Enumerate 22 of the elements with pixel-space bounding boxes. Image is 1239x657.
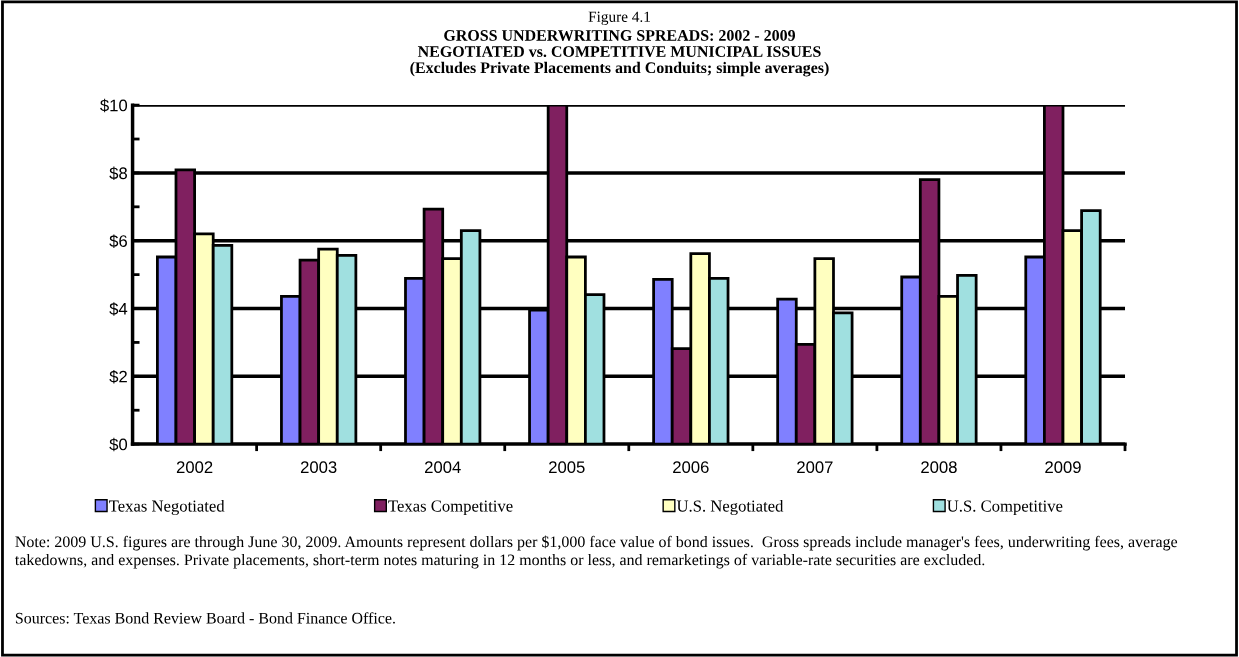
source-note: Sources: Texas Bond Review Board - Bond Finance Office. <box>15 612 395 624</box>
x-tick-label: 2004 <box>425 461 461 474</box>
y-tick-label: $4 <box>109 302 128 316</box>
x-tick-label: 2002 <box>176 461 213 474</box>
x-tick-label: 2007 <box>797 461 833 474</box>
legend-label: Texas Competitive <box>388 500 513 516</box>
x-tick-label: 2008 <box>921 461 957 474</box>
x-tick-label: 2006 <box>673 461 709 474</box>
legend-label: Texas Negotiated <box>109 499 225 516</box>
text: Note: 2009 U.S. figures are through June 30, 2009. Amounts represent dollars per $1,000 face value of bond issues. Gross spreads include manager's fees, underwriting fees, average takedowns, and expenses. Private placements, short-term notes maturing in 12 months or less, and remarketings of variable-rate securities are excluded. <box>15 535 1178 569</box>
y-tick-label: $0 <box>109 437 128 452</box>
x-tick-label: 2005 <box>549 461 585 474</box>
y-tick-label: $10 <box>100 98 128 113</box>
chart-title: Figure 4.1 <box>588 11 650 26</box>
y-tick-label: $8 <box>109 166 127 181</box>
y-tick-label: $6 <box>109 234 127 248</box>
x-tick-label: 2003 <box>300 461 337 474</box>
x-tick-label: 2009 <box>1045 461 1081 474</box>
y-tick-label: $2 <box>109 370 127 384</box>
legend-label: U.S. Negotiated <box>676 499 784 516</box>
legend-label: U.S. Competitive <box>947 500 1063 516</box>
chart-subtitle: GROSS UNDERWRITING SPREADS: 2002 - 2009 NEGOTIATED vs. COMPETITIVE MUNICIPAL ISSUES (Excludes Private Placements and Conduits; simple averages) <box>410 30 829 77</box>
